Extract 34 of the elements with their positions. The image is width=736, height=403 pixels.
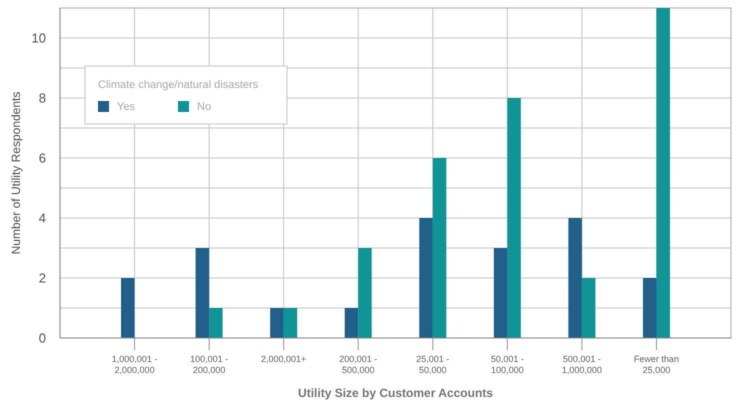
legend-label: Yes xyxy=(117,101,136,113)
x-tick-label: 500,001 - 1,000,000 xyxy=(562,354,602,375)
bar xyxy=(494,248,508,338)
bar xyxy=(270,308,284,338)
y-tick-label: 10 xyxy=(32,30,46,46)
bar xyxy=(656,8,670,338)
bar xyxy=(284,308,298,338)
x-tick-label: 100,001 - 200,000 xyxy=(190,354,228,375)
legend-title: Climate change/natural disasters xyxy=(98,79,259,91)
x-tick-label: 25,001 - 50,000 xyxy=(416,354,450,375)
bar xyxy=(642,278,656,338)
legend-label: No xyxy=(197,101,212,113)
x-axis-title: Utility Size by Customer Accounts xyxy=(298,386,494,400)
bar xyxy=(419,218,433,338)
y-tick-label: 0 xyxy=(38,330,46,346)
y-axis-title: Number of Utility Respondents xyxy=(9,92,23,254)
bar xyxy=(507,98,521,338)
x-tick-label: 2,000,001+ xyxy=(261,354,306,364)
bar xyxy=(568,218,582,338)
y-tick-label: 8 xyxy=(38,90,46,106)
bar xyxy=(121,278,135,338)
y-tick-label: 6 xyxy=(38,150,46,166)
y-tick-label: 2 xyxy=(38,270,46,286)
bar xyxy=(582,278,596,338)
y-tick-label: 4 xyxy=(38,210,46,226)
x-tick-label: Fewer than 25,000 xyxy=(634,354,679,375)
bar xyxy=(344,308,358,338)
bar xyxy=(209,308,223,338)
x-tick-label: 200,001 - 500,000 xyxy=(339,354,378,375)
x-tick-label: 1,000,001 - 2,000,000 xyxy=(112,354,158,375)
bar xyxy=(432,158,446,338)
x-tick-label: 50,001 - 100,000 xyxy=(490,354,524,375)
bar xyxy=(358,248,372,338)
bar xyxy=(196,248,210,338)
